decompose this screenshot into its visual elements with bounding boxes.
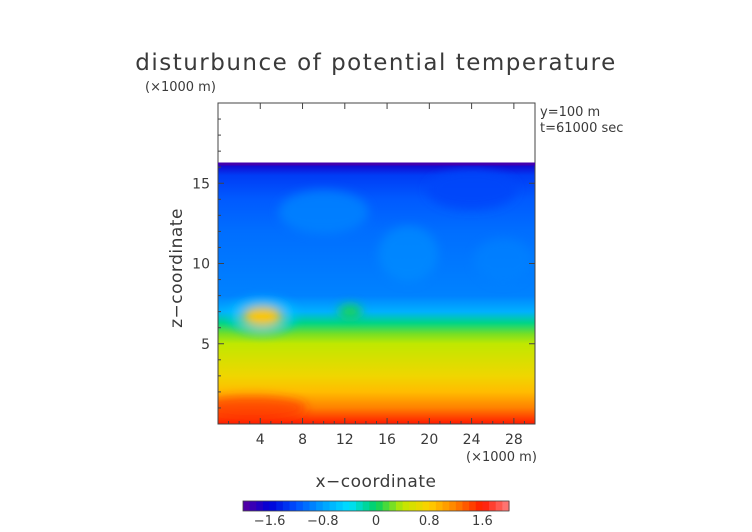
warm-blob-edge [229,298,295,334]
colorbar-cell [415,501,424,511]
colorbar-cell [329,501,337,511]
colorbar-cell [342,501,350,511]
colorbar-tick-label: 0 [372,514,380,529]
x-unit-label: (×1000 m) [466,450,537,465]
colorbar-cell [282,501,291,511]
z-axis-label: z−coordinate [167,208,187,328]
mid-cell [278,190,369,235]
colorbar-cell [309,501,317,511]
field-area [218,103,535,424]
colorbar-cell [369,501,377,511]
x-tick-label: 12 [336,432,354,448]
x-axis: 4 8 12 16 20 24 28 [228,103,525,448]
colorbar-cell [243,501,251,511]
colorbar-frame [242,500,510,512]
x-tick-label: 20 [420,432,438,448]
field-structures [218,169,534,420]
colorbar-tick-label: 1.6 [472,514,493,529]
colorbar-cell [502,501,510,511]
mid-cell-2 [378,225,439,282]
colorbar-cell [336,501,344,511]
z-tick-label: 5 [201,337,210,353]
colorbar-cell [435,501,444,511]
annotation-y: y=100 m [540,105,600,120]
colorbar-cell [276,501,284,511]
colorbar-cell [489,501,497,511]
colorbar-cell [429,501,437,511]
colorbar-cell [249,501,257,511]
colorbar-cell [269,501,277,511]
colorbar-cell [302,501,311,511]
x-axis-label: x−coordinate [316,472,437,492]
z-tick-label: 10 [192,257,210,273]
colorbar-cell [262,501,271,511]
above-model-top [218,103,535,164]
colorbar-cell [296,501,304,511]
colorbar-cell [475,501,483,511]
colorbar-cell [356,501,364,511]
low-warm-band [218,395,307,420]
colorbar-cell [495,501,503,511]
x-tick-label: 16 [378,432,396,448]
mid-cell-3 [473,238,534,283]
colorbar-cell [349,501,357,511]
colorbar-cell [256,501,264,511]
colorbar-cell [422,501,430,511]
x-tick-label: 4 [256,432,265,448]
colorbar-cell [449,501,457,511]
colorbar-cell [382,501,390,511]
colorbar-cell [462,501,470,511]
z-axis: 5 10 15 [192,118,535,409]
x-tick-label: 24 [463,432,481,448]
colorbar-tick-label: −1.6 [254,514,286,529]
colorbar-cell [289,501,297,511]
chart-title: disturbunce of potential temperature [135,50,617,76]
annotation-t: t=61000 sec [540,121,623,136]
colorbar-tick-label: −0.8 [307,514,339,529]
small-cell [338,304,363,319]
colorbar-cell [316,501,324,511]
colorbar-cell [322,501,331,511]
z-unit-label: (×1000 m) [145,80,216,95]
colorbar-tick-label: 0.8 [419,514,440,529]
colorbar-cell [409,501,417,511]
colorbar: −1.6 −0.8 0 0.8 1.6 [242,500,510,529]
x-tick-label: 28 [505,432,523,448]
colorbar-cell [402,501,410,511]
warm-blob [242,306,283,327]
colorbar-cell [442,501,450,511]
colorbar-cell [395,501,404,511]
colorbar-cell [469,501,477,511]
colorbar-cell [482,501,490,511]
upper-cell [426,169,517,210]
colorbar-cell [389,501,397,511]
colorbar-cell [455,501,464,511]
colorbar-cell [376,501,384,511]
colorbar-cell [362,501,370,511]
z-tick-label: 15 [192,176,210,192]
x-tick-label: 8 [298,432,307,448]
